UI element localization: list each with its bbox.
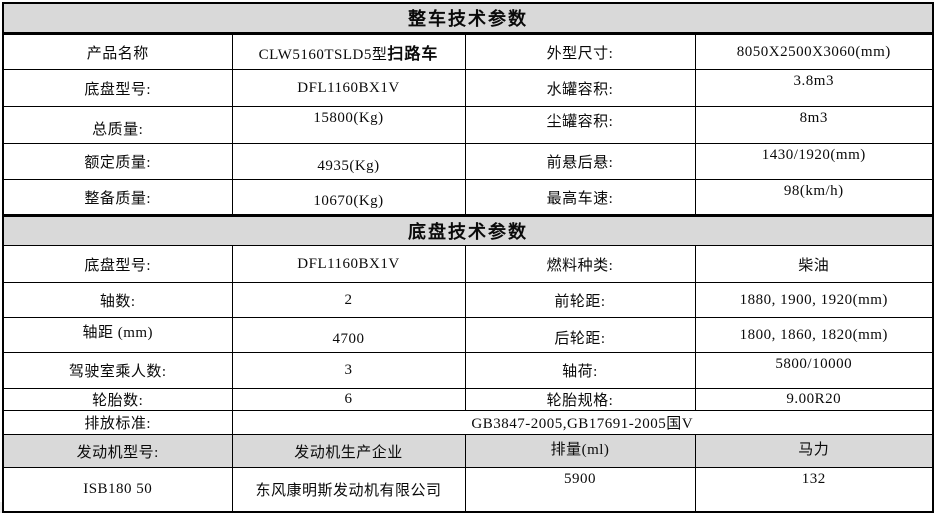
engine-header-displacement: 排量(ml) bbox=[464, 434, 696, 468]
cell-label: 轮胎规格: bbox=[464, 388, 696, 411]
cell-label: 总质量: bbox=[2, 106, 233, 144]
engine-header-horsepower: 马力 bbox=[694, 434, 934, 468]
cell-value: 10670(Kg) bbox=[231, 179, 466, 216]
table-row: ISB180 50 东风康明斯发动机有限公司 5900 132 bbox=[2, 467, 934, 512]
product-model-bold: 扫路车 bbox=[387, 46, 439, 63]
cell-label: 排放标准: bbox=[2, 410, 233, 435]
engine-horsepower-value: 132 bbox=[694, 467, 934, 512]
cell-label: 轴数: bbox=[2, 282, 233, 318]
cell-value: 3 bbox=[231, 352, 466, 389]
cell-value: 15800(Kg) bbox=[231, 106, 466, 144]
engine-header-model: 发动机型号: bbox=[2, 434, 233, 468]
table-row: 产品名称 CLW5160TSLD5型扫路车 外型尺寸: 8050X2500X30… bbox=[2, 33, 934, 70]
table-row: 轴数: 2 前轮距: 1880, 1900, 1920(mm) bbox=[2, 282, 934, 318]
table-row: 整备质量: 10670(Kg) 最高车速: 98(km/h) bbox=[2, 179, 934, 216]
table-row: 底盘型号: DFL1160BX1V 燃料种类: 柴油 bbox=[2, 245, 934, 283]
cell-value: 4700 bbox=[231, 317, 466, 353]
engine-model-value: ISB180 50 bbox=[2, 467, 233, 512]
section-title-vehicle: 整车技术参数 bbox=[2, 2, 934, 35]
table-row: 底盘技术参数 bbox=[2, 214, 934, 246]
table-row: 整车技术参数 bbox=[2, 2, 934, 35]
cell-label: 底盘型号: bbox=[2, 69, 233, 107]
table-row: 驾驶室乘人数: 3 轴荷: 5800/10000 bbox=[2, 352, 934, 389]
cell-value: 3.8m3 bbox=[694, 69, 934, 107]
cell-label: 水罐容积: bbox=[464, 69, 696, 107]
cell-label: 前轮距: bbox=[464, 282, 696, 318]
table-row: 排放标准: GB3847-2005,GB17691-2005国V bbox=[2, 410, 934, 435]
cell-label: 额定质量: bbox=[2, 143, 233, 180]
cell-label: 轮胎数: bbox=[2, 388, 233, 411]
cell-label: 后轮距: bbox=[464, 317, 696, 353]
cell-label: 前悬后悬: bbox=[464, 143, 696, 180]
table-row: 底盘型号: DFL1160BX1V 水罐容积: 3.8m3 bbox=[2, 69, 934, 107]
cell-value: 1800, 1860, 1820(mm) bbox=[694, 317, 934, 353]
cell-value: 1430/1920(mm) bbox=[694, 143, 934, 180]
cell-label: 驾驶室乘人数: bbox=[2, 352, 233, 389]
product-model-text: CLW5160TSLD5型 bbox=[258, 47, 388, 63]
cell-value: 98(km/h) bbox=[694, 179, 934, 216]
table-row: 轮胎数: 6 轮胎规格: 9.00R20 bbox=[2, 388, 934, 411]
cell-value: 2 bbox=[231, 282, 466, 318]
table-row: 总质量: 15800(Kg) 尘罐容积: 8m3 bbox=[2, 106, 934, 144]
engine-displacement-value: 5900 bbox=[464, 467, 696, 512]
cell-label: 底盘型号: bbox=[2, 245, 233, 283]
cell-label: 尘罐容积: bbox=[464, 106, 696, 144]
cell-label: 轴荷: bbox=[464, 352, 696, 389]
cell-value: 8m3 bbox=[694, 106, 934, 144]
cell-value: 4935(Kg) bbox=[231, 143, 466, 180]
table-row: 额定质量: 4935(Kg) 前悬后悬: 1430/1920(mm) bbox=[2, 143, 934, 180]
cell-value: 9.00R20 bbox=[694, 388, 934, 411]
cell-value: 8050X2500X3060(mm) bbox=[694, 33, 934, 70]
cell-value: 6 bbox=[231, 388, 466, 411]
section-title-chassis: 底盘技术参数 bbox=[2, 214, 934, 246]
cell-value: DFL1160BX1V bbox=[231, 69, 466, 107]
cell-label: 产品名称 bbox=[2, 33, 233, 70]
cell-label: 最高车速: bbox=[464, 179, 696, 216]
cell-value: DFL1160BX1V bbox=[231, 245, 466, 283]
cell-value: 柴油 bbox=[694, 245, 934, 283]
table-row: 发动机型号: 发动机生产企业 排量(ml) 马力 bbox=[2, 434, 934, 468]
cell-value-emission-standard: GB3847-2005,GB17691-2005国V bbox=[231, 410, 934, 435]
cell-value: 1880, 1900, 1920(mm) bbox=[694, 282, 934, 318]
engine-header-manufacturer: 发动机生产企业 bbox=[231, 434, 466, 468]
cell-label: 轴距 (mm) bbox=[2, 317, 233, 353]
cell-value-product-model: CLW5160TSLD5型扫路车 bbox=[231, 33, 466, 70]
cell-label: 整备质量: bbox=[2, 179, 233, 216]
cell-value: 5800/10000 bbox=[694, 352, 934, 389]
engine-manufacturer-value: 东风康明斯发动机有限公司 bbox=[231, 467, 466, 512]
cell-label: 外型尺寸: bbox=[464, 33, 696, 70]
table-row: 轴距 (mm) 4700 后轮距: 1800, 1860, 1820(mm) bbox=[2, 317, 934, 353]
cell-label: 燃料种类: bbox=[464, 245, 696, 283]
